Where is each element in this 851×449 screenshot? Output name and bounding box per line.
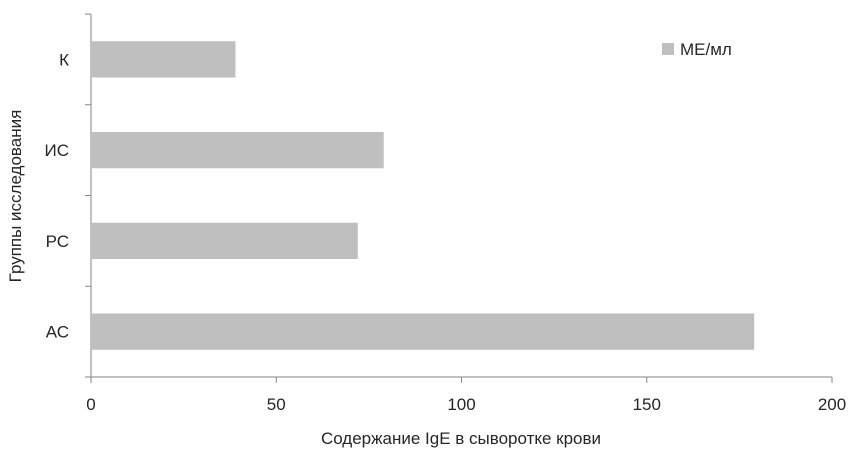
bar [91, 313, 755, 350]
y-tick-label: РС [46, 232, 69, 251]
x-axis-title: Содержание IgE в сыворотке крови [321, 429, 601, 448]
legend-label: МЕ/мл [680, 40, 732, 59]
x-axis: 0 50 100 150 200 [86, 376, 846, 414]
x-tick-label: 150 [633, 395, 661, 414]
bar [91, 131, 384, 169]
x-tick-label: 200 [818, 395, 846, 414]
y-axis-title: Группы исследования [6, 110, 25, 283]
x-tick-label: 50 [267, 395, 286, 414]
bars [91, 41, 755, 350]
legend: МЕ/мл [662, 40, 732, 59]
x-tick-label: 0 [86, 395, 95, 414]
bar [91, 222, 358, 260]
y-axis: К ИС РС АС [45, 13, 92, 378]
x-tick-label: 100 [447, 395, 475, 414]
legend-swatch [662, 43, 674, 55]
y-tick-label: ИС [45, 141, 70, 160]
y-tick-label: АС [46, 323, 69, 342]
bar [91, 41, 236, 78]
y-tick-label: К [59, 50, 69, 69]
